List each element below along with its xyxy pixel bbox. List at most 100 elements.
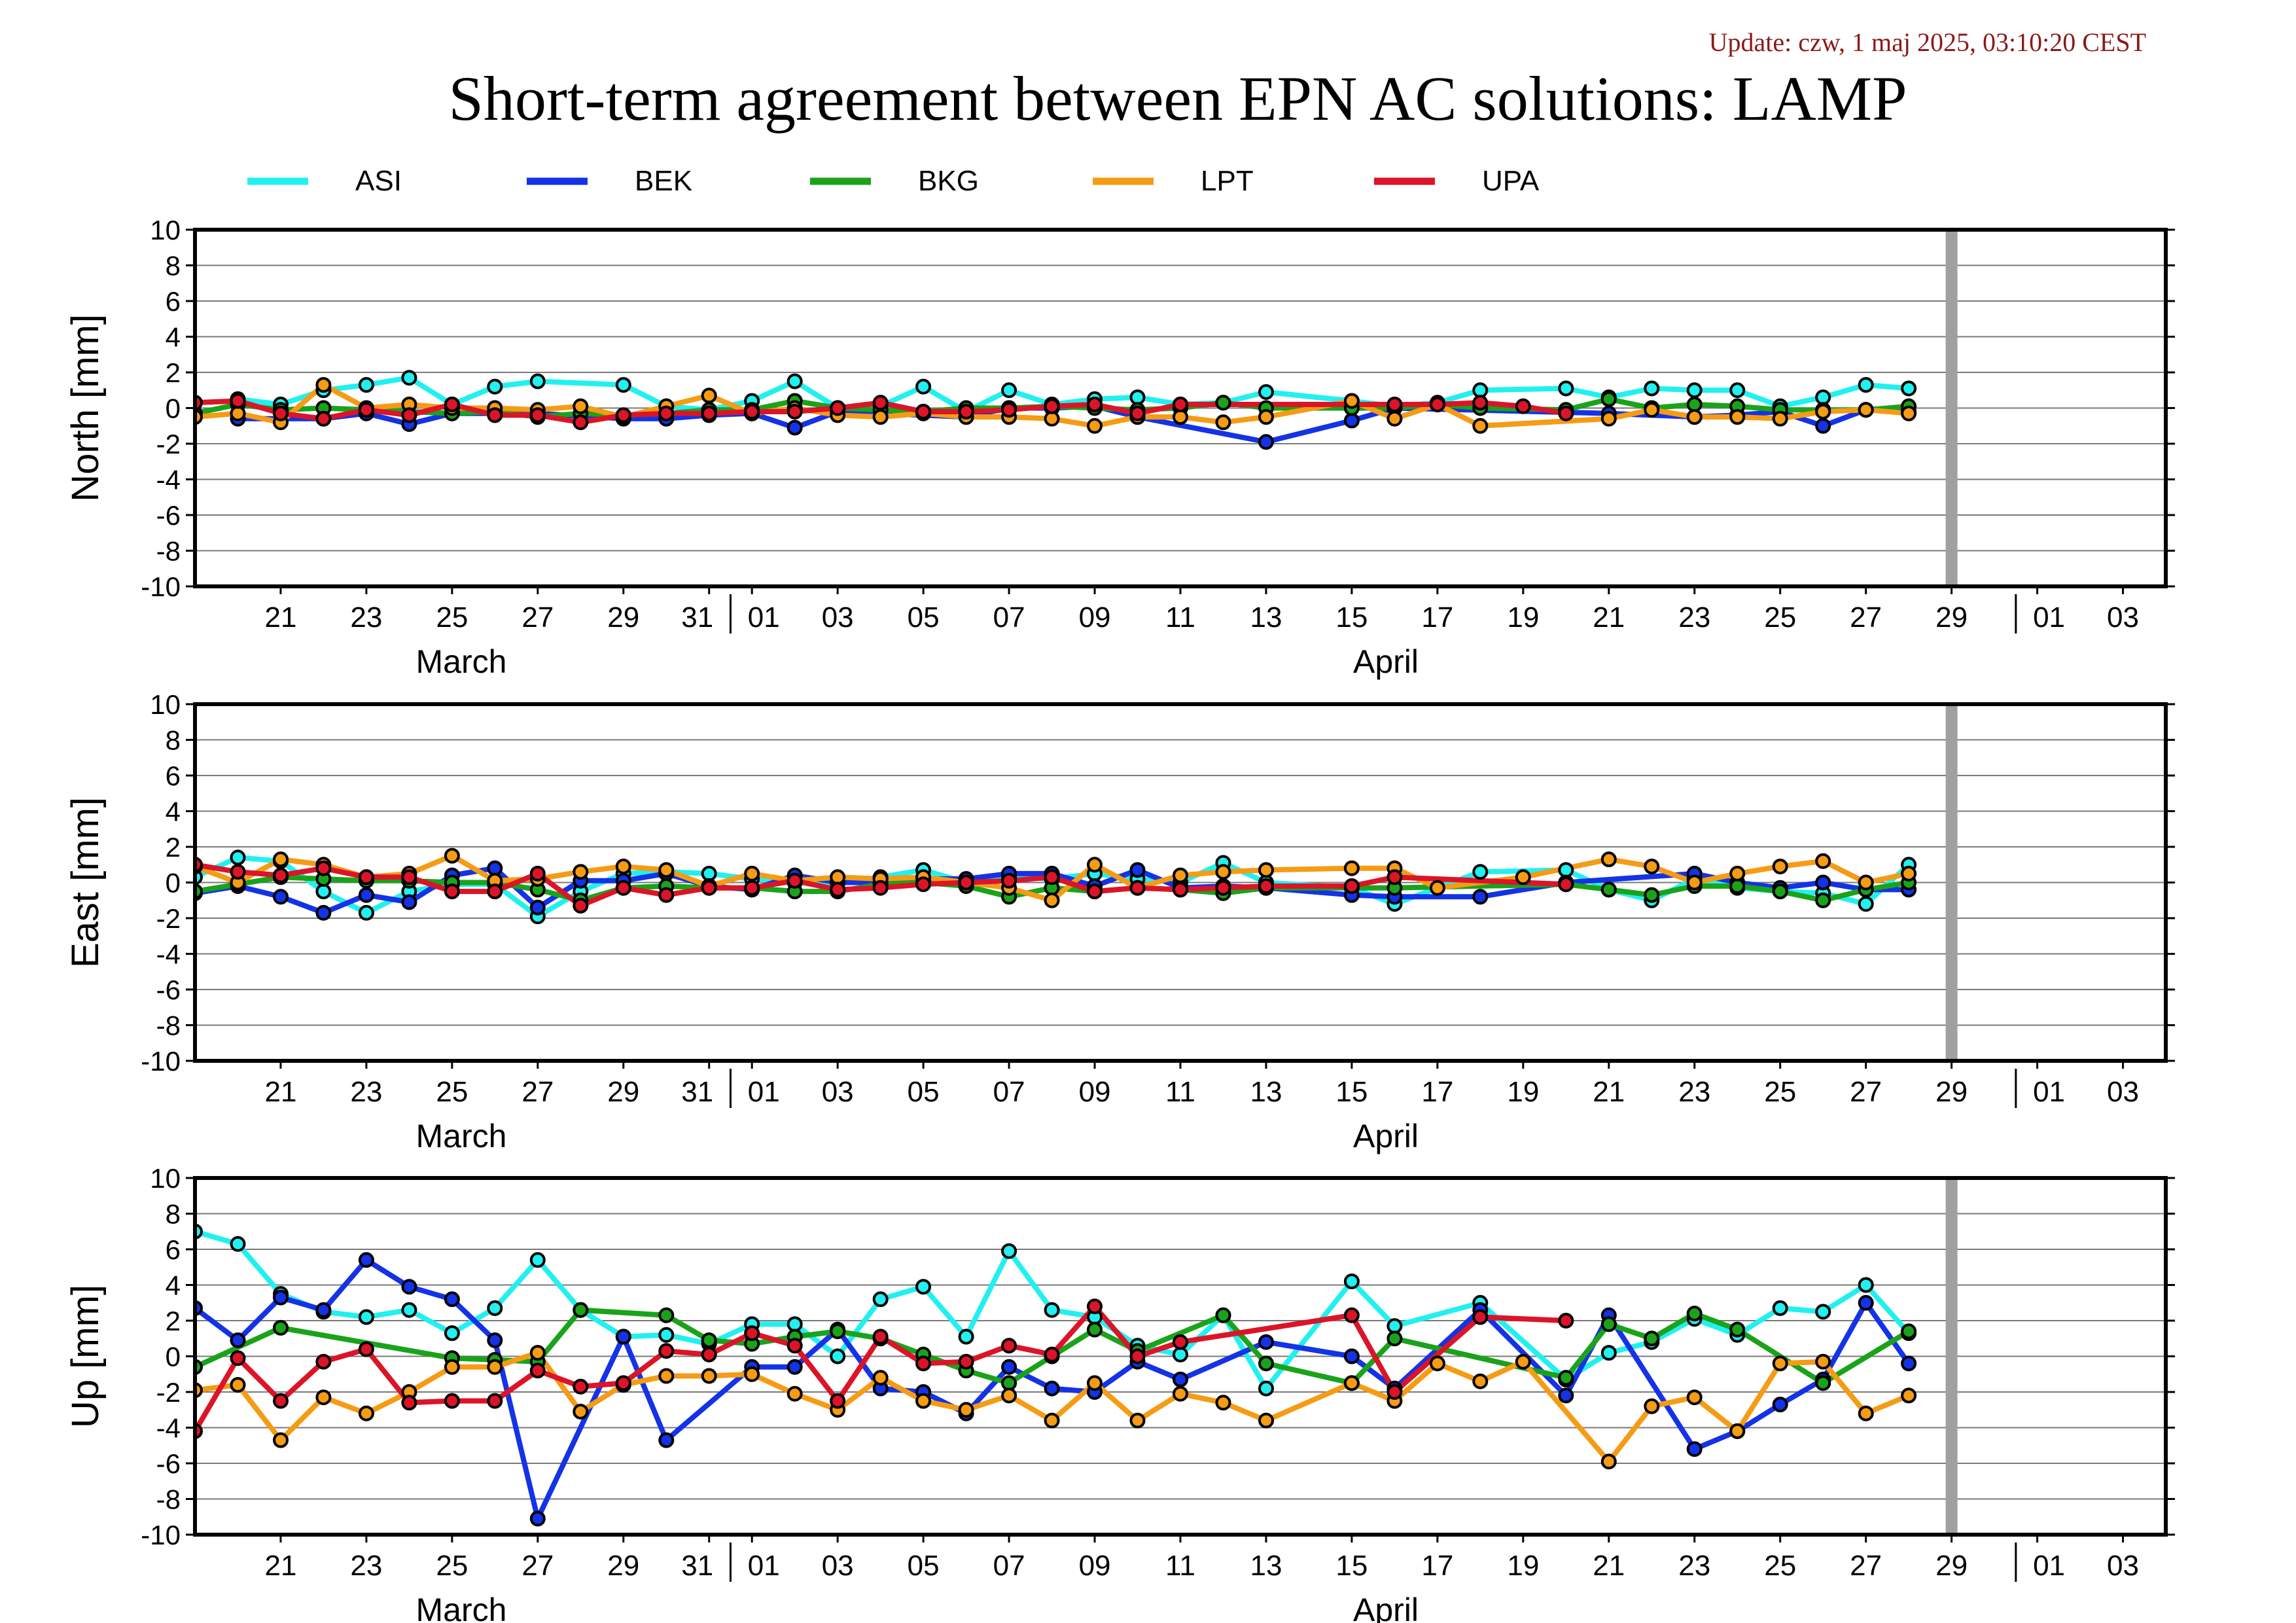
x-tick-label: 05 [908,1550,940,1582]
x-tick-label: 05 [908,1076,940,1108]
data-point-bek [358,1252,374,1268]
data-point-asi [1858,1277,1874,1293]
x-tick-label: 25 [1764,1550,1796,1582]
x-tick-label: 25 [436,1076,468,1108]
x-tick-label: 03 [2107,1076,2139,1108]
data-point-upa [1343,878,1360,894]
x-tick-label: 11 [1165,1076,1195,1108]
x-tick-label: 31 [681,601,713,633]
x-tick-label: 29 [607,1076,639,1108]
data-point-lpt [1472,418,1489,434]
data-point-asi [230,1236,246,1252]
data-point-asi [487,378,503,395]
data-point-upa [1472,395,1489,411]
data-point-bek [1772,1397,1788,1413]
data-point-asi [1600,1345,1617,1361]
data-point-asi [1686,382,1703,399]
data-point-lpt [1087,1375,1103,1391]
data-point-lpt [1258,1412,1274,1429]
x-tick-label: 03 [822,601,854,633]
data-point-upa [1386,869,1403,885]
data-point-bek [1686,1441,1703,1457]
data-point-upa [701,405,717,421]
data-point-lpt [1858,402,1874,418]
data-point-lpt [1686,1389,1703,1406]
data-point-bkg [1644,887,1660,903]
data-point-upa [444,1393,460,1409]
data-point-asi [1258,1380,1274,1397]
plot-area [195,1223,1917,1527]
data-point-asi [1001,382,1017,399]
data-point-lpt [1215,1395,1231,1411]
x-tick-label: 27 [1850,1076,1882,1108]
data-point-upa [273,405,289,421]
data-point-bek [529,899,546,916]
x-tick-label: 29 [607,601,639,633]
data-point-lpt [1173,867,1188,883]
data-point-bkg [1215,1307,1231,1323]
data-point-asi [401,1302,417,1318]
data-point-lpt [1600,1454,1617,1470]
data-point-lpt [1729,865,1746,882]
data-point-asi [529,373,546,389]
data-point-upa [915,404,932,419]
data-point-upa [786,872,803,889]
y-tick-label: -8 [156,1010,181,1041]
data-point-bkg [1729,1321,1746,1338]
x-tick-label: 01 [2033,1076,2065,1108]
data-point-lpt [1815,404,1831,419]
data-point-upa [658,1343,675,1359]
data-point-lpt [1044,892,1060,908]
data-point-upa [1258,878,1274,894]
x-tick-label: 29 [1935,1550,1968,1582]
data-point-bkg [1729,878,1746,894]
y-tick-label: 8 [166,1199,181,1230]
y-tick-label: 2 [166,357,181,388]
plot-area [195,370,1917,450]
data-point-upa [1001,872,1017,889]
x-tick-label: 27 [1850,601,1882,633]
data-point-upa [444,397,460,412]
data-point-upa [1087,1298,1103,1315]
y-tick-label: 0 [166,393,181,424]
data-point-upa [1558,1313,1574,1329]
x-tick-label: 01 [2033,1550,2065,1582]
plot-frame [193,702,2168,1063]
data-point-upa [1173,882,1188,898]
y-tick-label: -8 [156,1484,181,1515]
data-point-upa [658,887,675,903]
data-point-asi [1858,896,1874,912]
data-point-upa [1558,405,1574,421]
data-point-upa [744,404,760,419]
data-point-upa [273,867,289,883]
update-timestamp: Update: czw, 1 maj 2025, 03:10:20 CEST [1709,27,2146,57]
x-tick-label: 23 [1678,1550,1710,1582]
data-point-bek [273,1289,289,1306]
data-point-upa [1044,398,1060,414]
data-point-asi [401,370,417,386]
y-tick-label: 6 [166,760,181,791]
x-tick-label: 21 [1593,1076,1625,1108]
data-point-lpt [1215,864,1231,880]
data-point-lpt [1087,857,1103,873]
x-tick-label: 23 [350,601,382,633]
data-point-upa [487,407,503,423]
data-point-asi [1386,1318,1403,1334]
data-point-bek [786,1359,803,1375]
data-point-upa [786,1338,803,1354]
y-tick-label: 0 [166,1342,181,1372]
data-point-lpt [1258,409,1274,425]
data-point-asi [1258,384,1274,400]
x-tick-label: 13 [1250,1076,1282,1108]
data-point-asi [1772,1300,1788,1316]
data-point-lpt [1429,1355,1445,1372]
data-point-lpt [1686,874,1703,891]
data-point-upa [1472,1309,1489,1325]
data-point-lpt [444,1359,460,1375]
data-point-bek [1558,1387,1574,1404]
legend-label-bek: BEK [635,165,692,197]
data-point-bkg [1686,397,1703,412]
data-point-asi [872,1291,889,1308]
x-tick-label: 03 [822,1550,854,1582]
legend: ASI BEK BKG LPT UPA [247,165,1540,197]
